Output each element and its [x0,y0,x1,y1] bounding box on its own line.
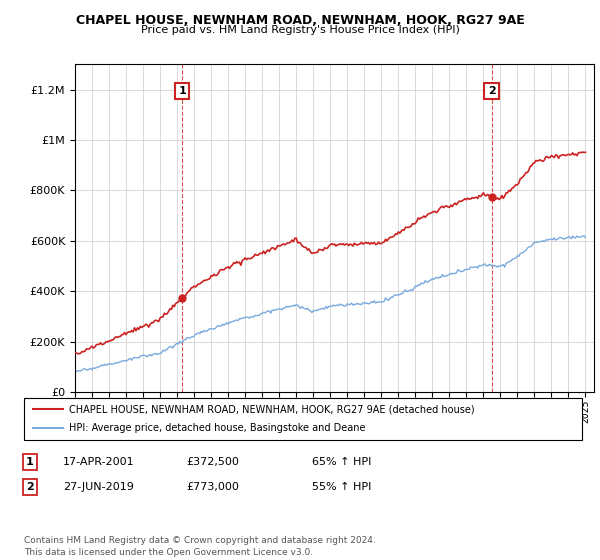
Text: 27-JUN-2019: 27-JUN-2019 [63,482,134,492]
Text: £372,500: £372,500 [186,457,239,467]
Text: 55% ↑ HPI: 55% ↑ HPI [312,482,371,492]
Text: 1: 1 [178,86,186,96]
Text: Price paid vs. HM Land Registry's House Price Index (HPI): Price paid vs. HM Land Registry's House … [140,25,460,35]
Text: 17-APR-2001: 17-APR-2001 [63,457,134,467]
Text: 65% ↑ HPI: 65% ↑ HPI [312,457,371,467]
Text: 2: 2 [26,482,34,492]
Text: Contains HM Land Registry data © Crown copyright and database right 2024.
This d: Contains HM Land Registry data © Crown c… [24,536,376,557]
Text: 2: 2 [488,86,496,96]
Text: £773,000: £773,000 [186,482,239,492]
Text: CHAPEL HOUSE, NEWNHAM ROAD, NEWNHAM, HOOK, RG27 9AE (detached house): CHAPEL HOUSE, NEWNHAM ROAD, NEWNHAM, HOO… [69,404,475,414]
Text: 1: 1 [26,457,34,467]
Text: HPI: Average price, detached house, Basingstoke and Deane: HPI: Average price, detached house, Basi… [69,423,365,433]
Text: CHAPEL HOUSE, NEWNHAM ROAD, NEWNHAM, HOOK, RG27 9AE: CHAPEL HOUSE, NEWNHAM ROAD, NEWNHAM, HOO… [76,14,524,27]
